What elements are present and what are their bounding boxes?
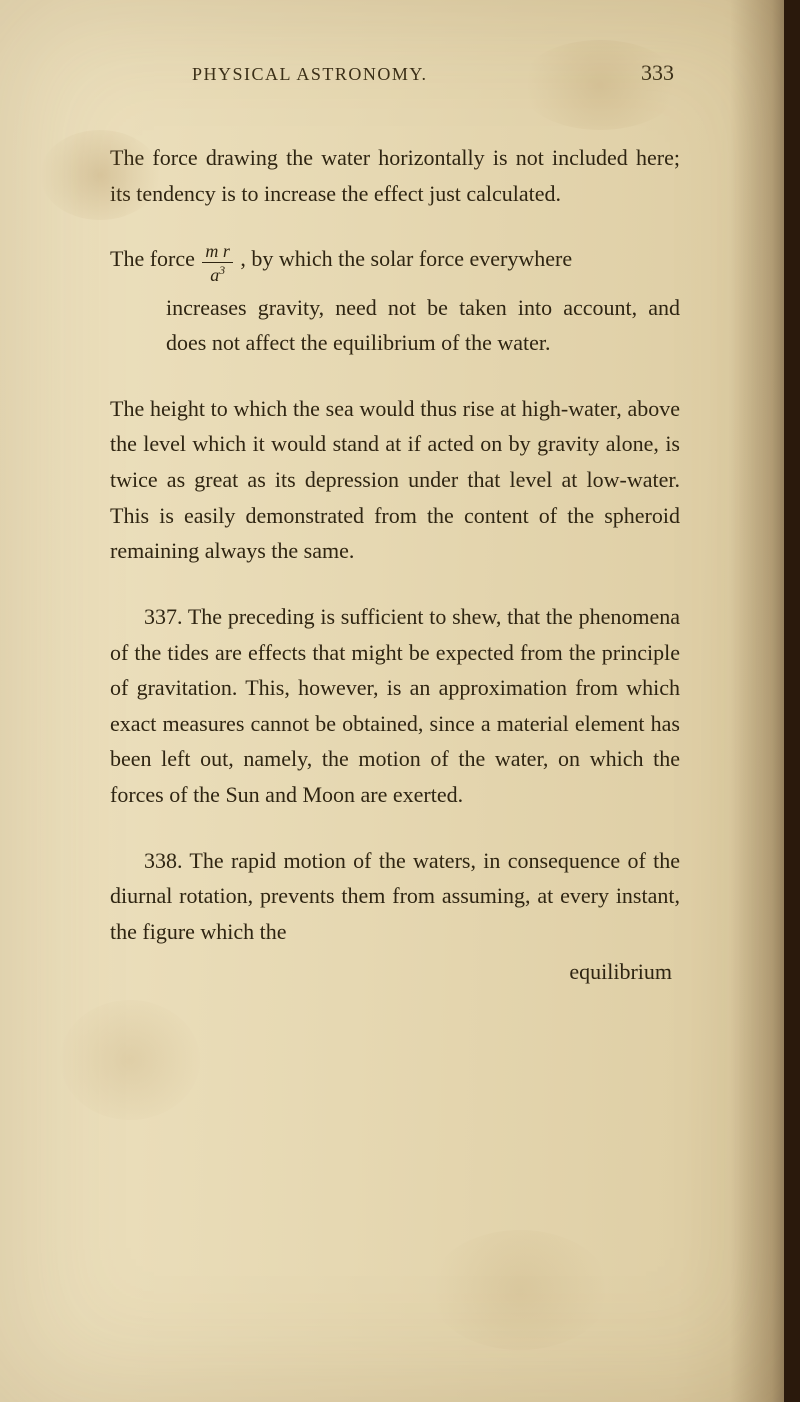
page-text: The force drawing the water horizontally… bbox=[110, 140, 680, 989]
paragraph-3: The height to which the sea would thus r… bbox=[110, 391, 680, 569]
fraction-denominator: a3 bbox=[202, 263, 233, 284]
running-title: PHYSICAL ASTRONOMY. bbox=[192, 64, 428, 85]
paragraph-1: The force drawing the water horizontally… bbox=[110, 140, 680, 211]
paragraph-338: 338. The rapid motion of the waters, in … bbox=[110, 843, 680, 950]
page-number: 333 bbox=[641, 60, 674, 86]
paragraph-2a: The force m r a3 , by which the solar fo… bbox=[110, 241, 680, 283]
p2-pre: The force bbox=[110, 246, 200, 271]
paragraph-338-tail: equilibrium bbox=[110, 954, 680, 990]
fraction-numerator: m r bbox=[202, 242, 233, 263]
paragraph-337: 337. The preceding is sufficient to shew… bbox=[110, 599, 680, 813]
p2-post: , by which the solar force everywhere bbox=[240, 246, 572, 271]
fraction-mr-a3: m r a3 bbox=[202, 242, 233, 284]
paragraph-2b: increases gravity, need not be taken int… bbox=[110, 290, 680, 361]
